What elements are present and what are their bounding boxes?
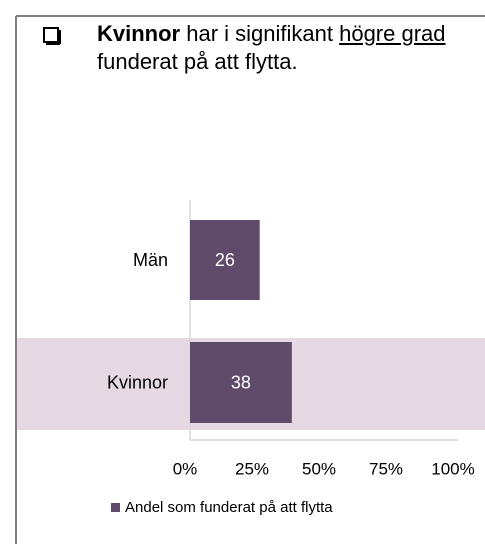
statement: Kvinnor har i signifikant högre grad fun… [97,20,467,76]
x-tick-label: 75% [369,459,403,478]
y-tick-label: Män [133,250,168,270]
x-tick-label: 50% [302,459,336,478]
bar [190,342,292,423]
bar [190,220,260,300]
bold-text: Kvinnor [97,21,181,46]
legend-swatch [111,503,120,512]
text: har i signifikant [180,21,340,46]
legend-label: Andel som funderat på att flytta [125,499,333,516]
value-label: 26 [215,250,235,270]
y-tick-label: Kvinnor [107,372,168,392]
value-label: 38 [231,372,251,392]
text: funderat på att flytta. [97,49,298,74]
checkbox-icon [43,27,59,43]
x-tick-label: 25% [235,459,269,478]
x-tick-label: 100% [431,459,474,478]
underlined-text: högre grad [339,21,446,46]
x-tick-label: 0% [173,459,198,478]
